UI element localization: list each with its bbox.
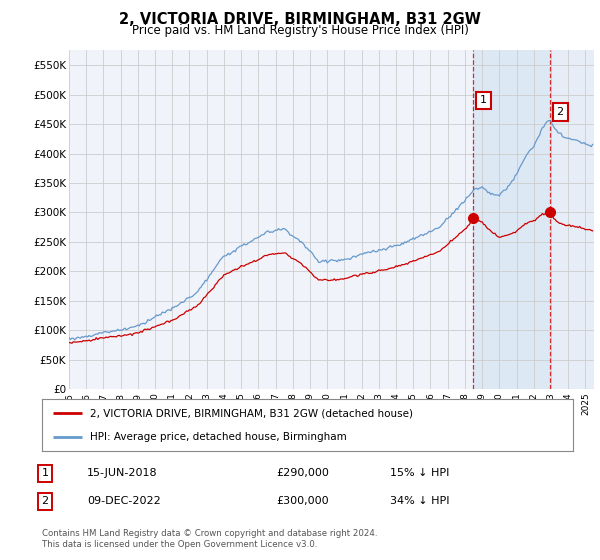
Text: 2: 2 [41,496,49,506]
Bar [550,50,594,389]
Text: 15% ↓ HPI: 15% ↓ HPI [390,468,449,478]
Text: £300,000: £300,000 [276,496,329,506]
Text: HPI: Average price, detached house, Birmingham: HPI: Average price, detached house, Birm… [90,432,347,442]
Text: 1: 1 [41,468,49,478]
Text: Contains HM Land Registry data © Crown copyright and database right 2024.
This d: Contains HM Land Registry data © Crown c… [42,529,377,549]
Text: 2: 2 [557,108,563,117]
Bar [473,50,550,389]
Text: 34% ↓ HPI: 34% ↓ HPI [390,496,449,506]
Text: Price paid vs. HM Land Registry's House Price Index (HPI): Price paid vs. HM Land Registry's House … [131,24,469,36]
Text: 2, VICTORIA DRIVE, BIRMINGHAM, B31 2GW (detached house): 2, VICTORIA DRIVE, BIRMINGHAM, B31 2GW (… [90,408,413,418]
Text: 15-JUN-2018: 15-JUN-2018 [87,468,158,478]
Text: 2, VICTORIA DRIVE, BIRMINGHAM, B31 2GW: 2, VICTORIA DRIVE, BIRMINGHAM, B31 2GW [119,12,481,27]
Text: 09-DEC-2022: 09-DEC-2022 [87,496,161,506]
Text: £290,000: £290,000 [276,468,329,478]
Text: 1: 1 [479,96,487,105]
